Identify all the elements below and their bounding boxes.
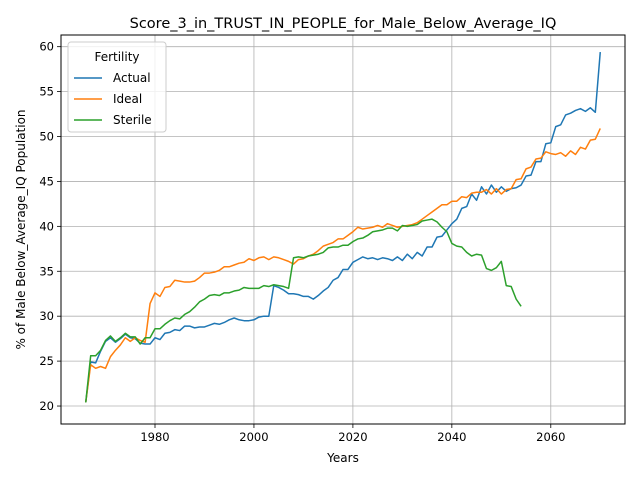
legend-label-ideal: Ideal	[113, 92, 142, 106]
x-tick-label: 2000	[239, 430, 268, 444]
legend: Fertility Actual Ideal Sterile	[67, 41, 167, 133]
y-tick-label: 20	[39, 399, 54, 413]
x-tick-label: 2060	[536, 430, 565, 444]
y-tick-label: 25	[39, 354, 54, 368]
y-axis-label: % of Male Below_Average_IQ Population	[14, 109, 28, 349]
chart-title: Score_3_in_TRUST_IN_PEOPLE_for_Male_Belo…	[130, 16, 557, 32]
series-line-ideal	[84, 128, 601, 403]
axis-ticks: 1980 2000 2020 2040 2060 20 25 30 35 40 45 50 55 60	[39, 40, 565, 444]
legend-label-actual: Actual	[113, 71, 151, 85]
legend-label-sterile: Sterile	[113, 113, 152, 127]
series-line-sterile	[84, 218, 522, 403]
y-tick-label: 45	[39, 174, 54, 188]
series-lines	[84, 52, 602, 403]
legend-box	[67, 41, 167, 133]
x-axis-label: Years	[326, 451, 359, 465]
y-tick-label: 55	[39, 85, 54, 99]
legend-title: Fertility	[94, 50, 139, 64]
x-tick-label: 2020	[338, 430, 367, 444]
y-tick-label: 35	[39, 264, 54, 278]
y-tick-label: 40	[39, 219, 54, 233]
x-tick-label: 1980	[140, 430, 169, 444]
x-tick-label: 2040	[437, 430, 466, 444]
y-tick-label: 60	[39, 40, 54, 54]
grid	[61, 35, 625, 424]
axes-frame	[60, 34, 626, 425]
y-tick-label: 30	[39, 309, 54, 323]
legend-entries: Actual Ideal Sterile	[74, 71, 152, 127]
series-line-actual	[84, 52, 602, 403]
y-tick-label: 50	[39, 130, 54, 144]
